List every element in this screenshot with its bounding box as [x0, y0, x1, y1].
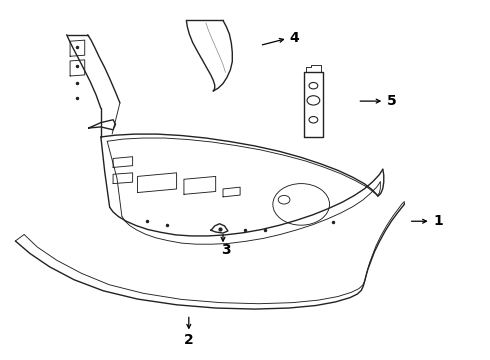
Text: 4: 4 [289, 31, 299, 45]
Text: 5: 5 [387, 94, 396, 108]
Text: 3: 3 [220, 243, 230, 257]
Text: 1: 1 [433, 214, 443, 228]
Text: 2: 2 [184, 333, 194, 347]
